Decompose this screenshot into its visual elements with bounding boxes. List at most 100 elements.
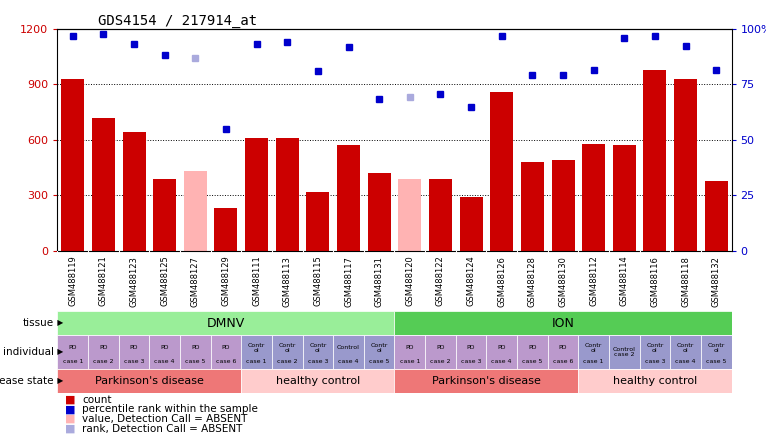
Text: Contr
ol: Contr ol [585, 343, 602, 353]
Text: GSM488129: GSM488129 [221, 256, 231, 306]
Bar [643, 70, 666, 251]
Bar [640, 335, 670, 369]
Text: case 5: case 5 [369, 359, 389, 364]
Bar [364, 335, 394, 369]
Bar [582, 143, 605, 251]
Text: Contr
ol: Contr ol [248, 343, 265, 353]
Text: case 5: case 5 [522, 359, 542, 364]
Text: GSM488118: GSM488118 [681, 256, 690, 306]
Text: GSM488132: GSM488132 [712, 256, 721, 306]
Text: Parkinson's disease: Parkinson's disease [95, 376, 204, 386]
Text: PD: PD [466, 345, 476, 350]
Bar [149, 335, 180, 369]
Bar [701, 335, 732, 369]
Text: Contr
ol: Contr ol [677, 343, 694, 353]
Text: healthy control: healthy control [276, 376, 360, 386]
Text: case 1: case 1 [400, 359, 420, 364]
Text: ■: ■ [65, 395, 76, 404]
Bar [272, 335, 303, 369]
Bar [609, 335, 640, 369]
Text: case 2: case 2 [277, 359, 297, 364]
Text: PD: PD [99, 345, 108, 350]
Bar [57, 335, 88, 369]
Text: GSM488120: GSM488120 [405, 256, 414, 306]
Text: case 2: case 2 [93, 359, 113, 364]
Bar [394, 335, 425, 369]
Text: ▶: ▶ [55, 376, 64, 385]
Bar [245, 138, 268, 251]
Text: GSM488117: GSM488117 [344, 256, 353, 306]
Bar [88, 335, 119, 369]
Text: case 2: case 2 [430, 359, 450, 364]
Bar [398, 179, 421, 251]
Bar [180, 335, 211, 369]
Text: case 4: case 4 [676, 359, 696, 364]
Bar [333, 335, 364, 369]
Text: GSM488116: GSM488116 [650, 256, 660, 306]
Text: case 3: case 3 [461, 359, 481, 364]
Text: PD: PD [405, 345, 414, 350]
Text: PD: PD [436, 345, 445, 350]
Bar [306, 192, 329, 251]
Bar [425, 335, 456, 369]
Text: ION: ION [552, 317, 574, 329]
Bar [705, 181, 728, 251]
Text: GSM488111: GSM488111 [252, 256, 261, 306]
Bar [211, 335, 241, 369]
Text: ■: ■ [65, 414, 76, 424]
Text: ■: ■ [65, 404, 76, 414]
Bar [184, 171, 207, 251]
Bar [490, 92, 513, 251]
Bar [456, 335, 486, 369]
Text: Control: Control [337, 345, 360, 350]
Text: ■: ■ [65, 424, 76, 434]
Bar [119, 335, 149, 369]
Bar [57, 311, 394, 335]
Text: PD: PD [191, 345, 200, 350]
Bar [214, 208, 237, 251]
Text: case 1: case 1 [247, 359, 267, 364]
Text: ▶: ▶ [55, 347, 64, 357]
Bar [486, 335, 517, 369]
Text: GSM488112: GSM488112 [589, 256, 598, 306]
Text: rank, Detection Call = ABSENT: rank, Detection Call = ABSENT [82, 424, 242, 434]
Text: case 5: case 5 [185, 359, 205, 364]
Text: PD: PD [528, 345, 537, 350]
Text: GSM488125: GSM488125 [160, 256, 169, 306]
Bar [578, 369, 732, 393]
Text: GSM488119: GSM488119 [68, 256, 77, 306]
Bar [394, 369, 578, 393]
Text: GSM488127: GSM488127 [191, 256, 200, 306]
Text: GDS4154 / 217914_at: GDS4154 / 217914_at [98, 14, 257, 28]
Text: GSM488114: GSM488114 [620, 256, 629, 306]
Text: GSM488115: GSM488115 [313, 256, 322, 306]
Text: PD: PD [68, 345, 77, 350]
Text: case 3: case 3 [645, 359, 665, 364]
Bar [241, 335, 272, 369]
Text: Contr
ol: Contr ol [371, 343, 388, 353]
Text: GSM488123: GSM488123 [129, 256, 139, 306]
Text: Parkinson's disease: Parkinson's disease [432, 376, 541, 386]
Text: GSM488126: GSM488126 [497, 256, 506, 306]
Text: PD: PD [129, 345, 139, 350]
Text: GSM488130: GSM488130 [558, 256, 568, 306]
Text: case 3: case 3 [308, 359, 328, 364]
Text: Contr
ol: Contr ol [309, 343, 326, 353]
Text: Contr
ol: Contr ol [708, 343, 725, 353]
Bar [670, 335, 701, 369]
Text: Contr
ol: Contr ol [647, 343, 663, 353]
Text: count: count [82, 395, 112, 404]
Text: GSM488131: GSM488131 [375, 256, 384, 306]
Bar [394, 311, 732, 335]
Bar [578, 335, 609, 369]
Bar [92, 118, 115, 251]
Bar [153, 179, 176, 251]
Text: value, Detection Call = ABSENT: value, Detection Call = ABSENT [82, 414, 247, 424]
Text: case 4: case 4 [155, 359, 175, 364]
Bar [337, 146, 360, 251]
Text: healthy control: healthy control [613, 376, 697, 386]
Text: GSM488128: GSM488128 [528, 256, 537, 306]
Text: GSM488113: GSM488113 [283, 256, 292, 306]
Bar [303, 335, 333, 369]
Text: percentile rank within the sample: percentile rank within the sample [82, 404, 258, 414]
